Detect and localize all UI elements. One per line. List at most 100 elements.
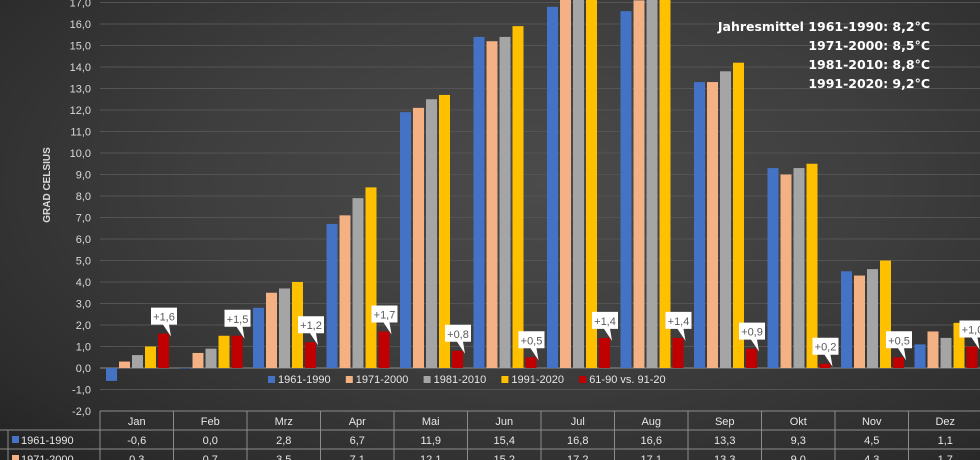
bar-1981-2010-Sep <box>720 71 731 369</box>
diff-callout <box>886 331 912 361</box>
bar-1971-2000-Mrz <box>266 292 277 368</box>
table-cell: -0,6 <box>127 435 146 447</box>
y-tick-label: 5,0 <box>76 256 91 268</box>
bar-61-90-vs-91-20-Feb <box>231 335 243 368</box>
bar-1971-2000-Apr <box>339 215 351 368</box>
bar-1971-2000-Nov <box>854 275 865 368</box>
y-tick-label: 15,0 <box>70 41 91 53</box>
table-cell: 16,6 <box>641 435 662 447</box>
bar-61-90-vs-91-20-Nov <box>893 357 904 368</box>
y-tick-label: 9,0 <box>76 170 91 182</box>
table-cell: 13,3 <box>714 454 735 460</box>
legend-label: 1961-1990 <box>278 374 331 386</box>
diff-callout <box>371 305 398 335</box>
table-cell: 1,1 <box>938 435 953 447</box>
table-cell: 2,8 <box>276 435 291 447</box>
y-tick-label: 7,0 <box>76 213 91 225</box>
table-cell: 17,1 <box>641 454 662 460</box>
annual-mean-annotation: 1971-2000: 8,5°C <box>808 38 930 53</box>
y-tick-label: 13,0 <box>70 84 91 96</box>
bar-1991-2020-Dez <box>953 322 965 368</box>
table-header-cell: Dez <box>935 416 955 428</box>
bar-1971-2000-Mai <box>413 107 424 368</box>
diff-callout <box>298 316 324 346</box>
diff-callout <box>959 320 980 350</box>
y-tick-label: 1,0 <box>76 342 91 354</box>
bar-1971-2000-Feb <box>192 352 204 368</box>
table-cell: 15,4 <box>494 435 515 447</box>
table-row-label: 1971-2000 <box>21 454 74 460</box>
bar-61-90-vs-91-20-Jul <box>599 337 610 368</box>
bar-1991-2020-Okt <box>806 163 818 368</box>
bar-1961-1990-Dez <box>914 344 926 368</box>
diff-label: +1,7 <box>374 309 396 321</box>
table-header-cell: Okt <box>790 416 807 428</box>
table-cell: 4,5 <box>864 435 879 447</box>
diff-callout <box>592 311 618 341</box>
bar-1961-1990-Okt <box>767 168 779 368</box>
bar-61-90-vs-91-20-Okt <box>819 363 831 368</box>
legend-swatch <box>579 376 587 383</box>
bar-1961-1990-Sep <box>694 82 705 369</box>
table-cell: 17,2 <box>567 454 588 460</box>
legend-swatch <box>501 376 509 383</box>
table-cell: 0,0 <box>203 435 218 447</box>
diff-label: +1,6 <box>153 312 175 324</box>
bar-1971-2000-Sep <box>707 82 718 369</box>
table-header-cell: Jul <box>571 416 585 428</box>
bar-1971-2000-Aug <box>633 0 645 368</box>
y-tick-label: 16,0 <box>70 19 91 31</box>
bar-1961-1990-Apr <box>326 223 338 368</box>
table-cell: 16,8 <box>567 435 588 447</box>
y-tick-label: 0,0 <box>76 363 91 375</box>
table-cell: 12,1 <box>420 454 441 460</box>
legend-label: 1981-2010 <box>434 374 487 386</box>
bar-61-90-vs-91-20-Aug <box>672 337 684 368</box>
table-header-cell: Nov <box>862 416 882 428</box>
legend-swatch <box>345 376 353 383</box>
diff-callout <box>518 331 545 361</box>
bar-1961-1990-Aug <box>620 11 632 368</box>
bar-1971-2000-Jul <box>560 0 571 368</box>
table-cell: 9,0 <box>791 454 806 460</box>
bar-1961-1990-Jul <box>547 6 558 369</box>
table-header-cell: Aug <box>641 416 661 428</box>
legend-swatch <box>423 376 431 383</box>
diff-label: +1,4 <box>668 316 690 328</box>
y-tick-label: 6,0 <box>76 234 91 246</box>
bar-1961-1990-Nov <box>841 271 852 368</box>
bar-61-90-vs-91-20-Sep <box>746 348 757 368</box>
bar-61-90-vs-91-20-Jan <box>158 333 169 368</box>
table-header-cell: Mai <box>422 416 440 428</box>
y-tick-label: 2,0 <box>76 320 91 332</box>
bar-1991-2020-Jul <box>586 0 597 368</box>
bar-1961-1990-Mrz <box>253 307 264 368</box>
diff-callout <box>151 307 177 337</box>
diff-label: +1,5 <box>227 314 249 326</box>
diff-label: +0,5 <box>521 335 543 347</box>
bar-1991-2020-Feb <box>218 335 230 368</box>
y-tick-label: 10,0 <box>70 148 91 160</box>
bar-1981-2010-Apr <box>352 198 364 368</box>
annual-mean-annotation: 1991-2020: 9,2°C <box>808 76 930 91</box>
diff-callout <box>812 337 839 367</box>
table-cell: 13,3 <box>714 435 735 447</box>
bar-1991-2020-Sep <box>733 62 744 368</box>
bar-1991-2020-Aug <box>659 0 671 368</box>
table-cell: 4,3 <box>864 454 879 460</box>
bar-61-90-vs-91-20-Jun <box>525 357 537 368</box>
legend-label: 1991-2020 <box>511 374 564 386</box>
bar-1991-2020-Jun <box>512 26 524 369</box>
y-tick-label: -1,0 <box>72 385 91 397</box>
table-header-cell: Jan <box>128 416 146 428</box>
table-cell: 1,7 <box>938 454 953 460</box>
y-tick-label: 3,0 <box>76 299 91 311</box>
bar-1981-2010-Okt <box>793 168 805 368</box>
table-cell: 9,3 <box>791 435 806 447</box>
bar-1991-2020-Nov <box>880 260 891 368</box>
annual-mean-annotation: 1981-2010: 8,8°C <box>808 57 930 72</box>
bar-1961-1990-Mai <box>400 112 411 369</box>
table-cell: 0,3 <box>129 454 144 460</box>
diff-label: +0,5 <box>888 335 910 347</box>
